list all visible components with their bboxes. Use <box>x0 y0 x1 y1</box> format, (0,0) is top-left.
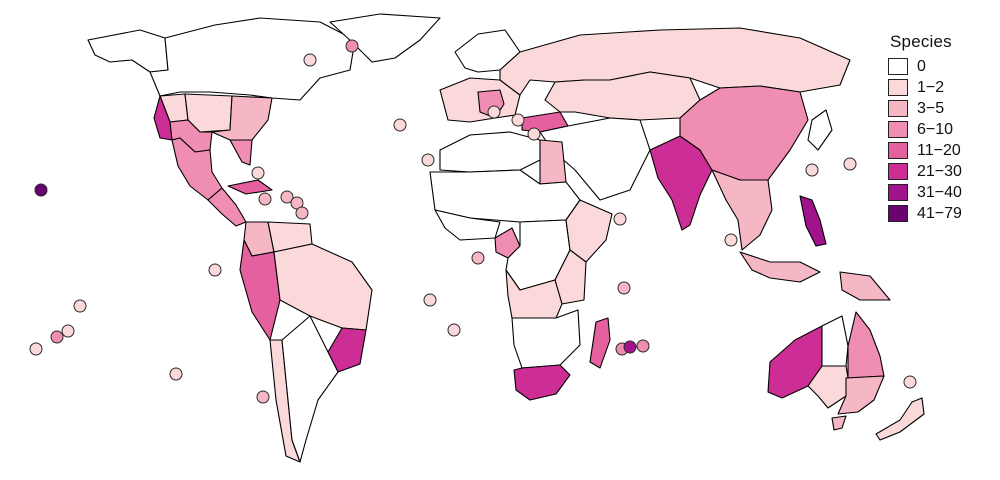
legend-rows: 0 1−2 3−5 6−10 11−20 21−30 31−40 41−79 <box>888 56 992 224</box>
island-marker <box>527 127 541 141</box>
island-marker <box>724 233 738 247</box>
region-madagascar <box>589 317 611 369</box>
region-florida <box>229 139 253 166</box>
region-indonesia <box>739 251 821 283</box>
legend-swatch <box>888 142 908 159</box>
legend-row: 41−79 <box>888 203 992 224</box>
legend-row: 31−40 <box>888 182 992 203</box>
island-marker <box>280 190 294 204</box>
region-south-africa <box>513 364 571 401</box>
island-marker <box>208 263 222 277</box>
region-egypt <box>539 139 567 185</box>
region-cuba <box>227 179 273 195</box>
island-marker <box>258 192 272 206</box>
legend-row: 6−10 <box>888 119 992 140</box>
region-png <box>839 271 891 301</box>
legend-label: 41−79 <box>917 204 962 222</box>
legend-swatch <box>888 205 908 222</box>
region-peru <box>239 239 281 341</box>
island-marker <box>50 330 64 344</box>
island-marker <box>256 390 270 404</box>
island-marker <box>511 113 525 127</box>
legend-title: Species <box>890 32 952 51</box>
region-angola <box>505 269 563 319</box>
region-nsw-australia <box>837 375 885 415</box>
island-marker <box>303 53 317 67</box>
island-marker <box>613 212 627 226</box>
island-marker <box>295 206 309 220</box>
island-marker <box>617 281 631 295</box>
region-nt-australia <box>821 315 849 367</box>
regions-layer <box>87 13 925 463</box>
region-tasmania <box>831 415 847 431</box>
island-marker <box>73 299 87 313</box>
legend-label: 6−10 <box>917 120 954 138</box>
island-marker <box>471 251 485 265</box>
legend-swatch <box>888 121 908 138</box>
legend-row: 21−30 <box>888 161 992 182</box>
island-marker <box>34 183 48 197</box>
legend-swatch <box>888 100 908 117</box>
island-marker <box>61 324 75 338</box>
legend-swatch <box>888 184 908 201</box>
legend-label: 3−5 <box>917 99 945 117</box>
region-canada <box>149 17 356 101</box>
region-usa-central <box>184 93 233 133</box>
region-brazil-se <box>327 327 367 373</box>
legend-label: 21−30 <box>917 162 962 180</box>
region-alaska <box>87 29 169 73</box>
legend-label: 31−40 <box>917 183 962 201</box>
legend-label: 0 <box>917 57 926 75</box>
region-se-asia <box>711 169 773 251</box>
island-marker <box>843 157 857 171</box>
island-marker <box>345 39 359 53</box>
island-marker <box>423 293 437 307</box>
island-marker <box>487 105 501 119</box>
legend-swatch <box>888 79 908 96</box>
region-philippines <box>799 195 827 247</box>
island-marker <box>421 153 435 167</box>
region-california <box>153 95 173 141</box>
legend-row: 3−5 <box>888 98 992 119</box>
region-new-zealand <box>875 397 925 441</box>
region-argentina <box>281 315 339 463</box>
region-north-africa <box>439 131 541 173</box>
island-marker <box>29 342 43 356</box>
legend-swatch <box>888 163 908 180</box>
island-marker <box>251 166 265 180</box>
legend-label: 11−20 <box>917 141 961 159</box>
legend-label: 1−2 <box>917 78 945 96</box>
legend-swatch <box>888 58 908 75</box>
legend-row: 11−20 <box>888 140 992 161</box>
legend-row: 0 <box>888 56 992 77</box>
island-marker <box>636 339 650 353</box>
region-southern-africa <box>511 309 581 369</box>
legend: Species 0 1−2 3−5 6−10 11−20 21−30 31−40… <box>888 32 992 224</box>
region-russia <box>499 27 851 96</box>
island-marker <box>903 375 917 389</box>
islands-layer <box>29 39 917 404</box>
region-qld-australia <box>847 311 885 379</box>
region-japan <box>807 109 833 151</box>
island-marker <box>623 340 637 354</box>
region-mexico <box>171 137 223 201</box>
legend-row: 1−2 <box>888 77 992 98</box>
island-marker <box>393 118 407 132</box>
island-marker <box>805 163 819 177</box>
island-marker <box>169 367 183 381</box>
island-marker <box>447 323 461 337</box>
region-brazil-north <box>273 243 373 331</box>
region-china <box>679 85 809 181</box>
